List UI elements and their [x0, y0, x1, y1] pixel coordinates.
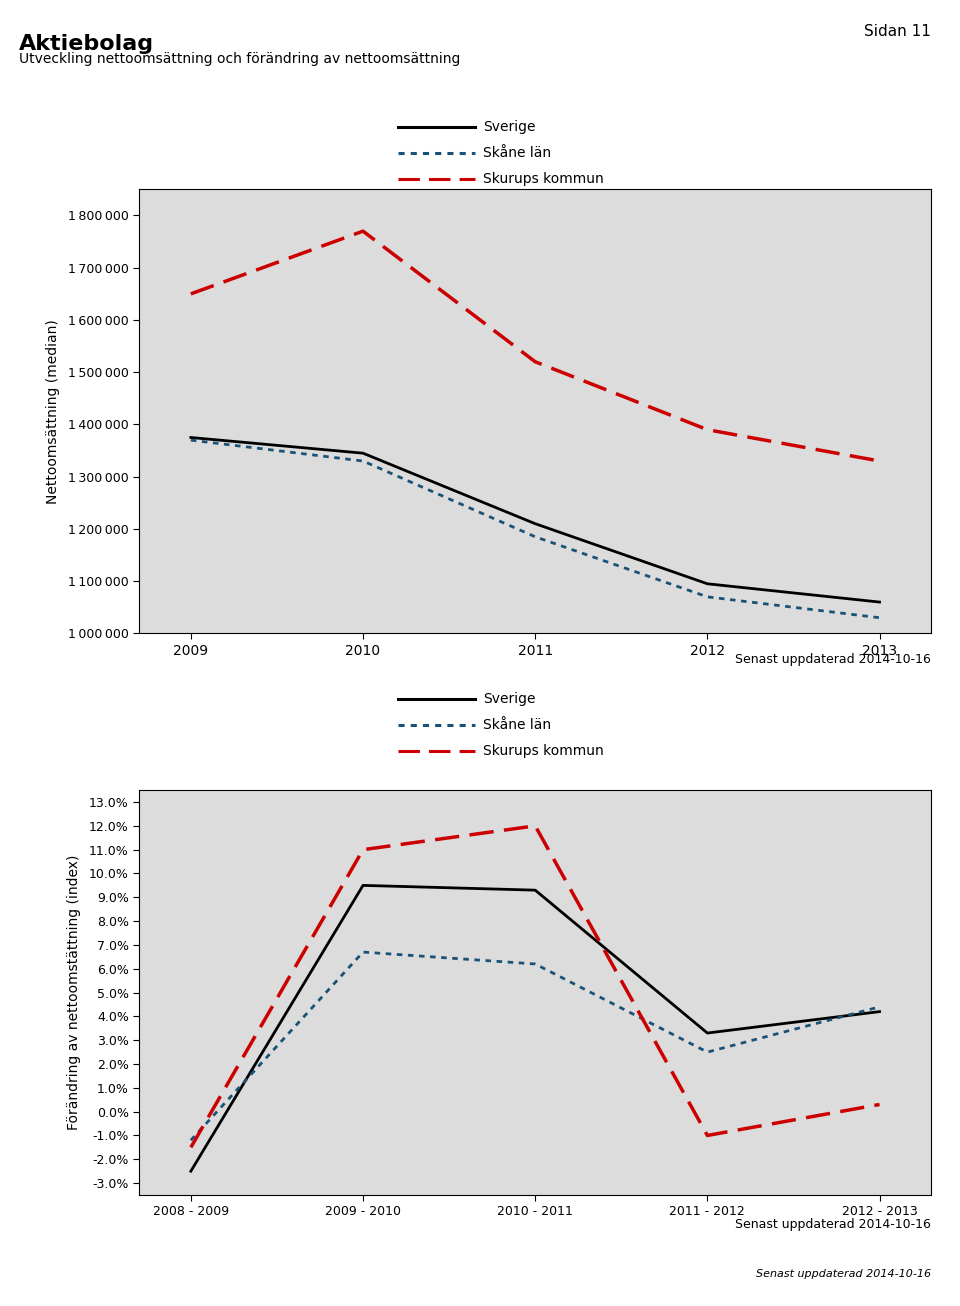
Text: Utveckling nettoomsättning och förändring av nettoomsättning: Utveckling nettoomsättning och förändrin… — [19, 52, 461, 67]
Text: Senast uppdaterad 2014-10-16: Senast uppdaterad 2014-10-16 — [735, 1218, 931, 1232]
Y-axis label: Nettoomsättning (median): Nettoomsättning (median) — [45, 319, 60, 504]
Text: Skåne län: Skåne län — [483, 146, 551, 159]
Y-axis label: Förändring av nettoomstättning (index): Förändring av nettoomstättning (index) — [66, 855, 81, 1130]
Text: Skurups kommun: Skurups kommun — [483, 172, 604, 185]
Text: Sidan 11: Sidan 11 — [864, 24, 931, 38]
Text: Senast uppdaterad 2014-10-16: Senast uppdaterad 2014-10-16 — [735, 653, 931, 666]
Text: Skurups kommun: Skurups kommun — [483, 744, 604, 757]
Text: Sverige: Sverige — [483, 692, 536, 705]
Text: Sverige: Sverige — [483, 120, 536, 133]
Text: Aktiebolag: Aktiebolag — [19, 34, 155, 54]
Text: Senast uppdaterad 2014-10-16: Senast uppdaterad 2014-10-16 — [756, 1269, 931, 1280]
Text: Skåne län: Skåne län — [483, 718, 551, 731]
